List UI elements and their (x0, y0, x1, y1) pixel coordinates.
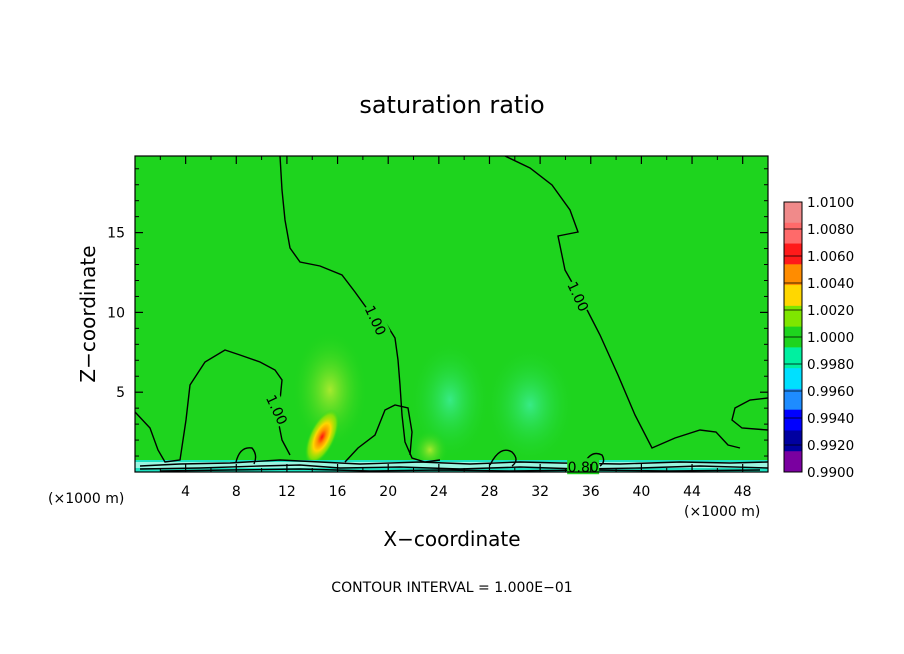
colorbar-label: 0.9900 (807, 465, 854, 481)
colorbar-label: 0.9960 (807, 384, 854, 400)
contour-line-5 (731, 397, 768, 431)
colorbar-swatch (784, 202, 802, 224)
x-tick-label: 36 (582, 484, 600, 500)
contour-label-bg (362, 302, 391, 338)
contour-interval-note: CONTOUR INTERVAL = 1.000E−01 (331, 580, 572, 596)
x-axis: 4 8 12 16 20 24 28 32 36 40 44 48 (159, 156, 752, 500)
y-axis-title: Z−coordinate (76, 245, 100, 382)
x-tick-label: 40 (632, 484, 650, 500)
colorbar-swatch (784, 430, 802, 452)
colorbar-label: 0.9940 (807, 411, 854, 427)
anomaly-hot (304, 409, 340, 465)
contour-label-bg (263, 391, 292, 428)
contour-label: 0.80 (567, 458, 600, 476)
chart-title: saturation ratio (359, 91, 544, 119)
anomaly-warm-1 (292, 330, 368, 450)
plot-frame (134, 155, 769, 473)
contour-line-4 (344, 404, 413, 463)
colorbar-swatch (784, 388, 802, 411)
colorbar: 1.0100 1.0080 1.0060 1.0040 1.0020 1.0000 0.99… (783, 195, 854, 481)
x-unit-label-right: (×1000 m) (684, 504, 760, 520)
colorbar-label: 1.0100 (807, 195, 854, 211)
surface-contour-c (159, 468, 761, 472)
contour-label-text: 0.80 (568, 460, 599, 476)
colorbar-swatch (784, 347, 802, 369)
colorbar-label: 1.0060 (807, 249, 854, 265)
colorbar-swatch (784, 409, 802, 431)
colorbar-label: 1.0020 (807, 303, 854, 319)
y-tick-label: 15 (107, 226, 125, 242)
contour-labels: 1.001.001.000.80 (262, 278, 600, 476)
colorbar-swatch (784, 243, 802, 265)
y-tick-label: 5 (116, 385, 125, 401)
x-tick-label: 32 (531, 484, 549, 500)
x-axis-title: X−coordinate (383, 527, 520, 551)
surface-contour-b (139, 464, 768, 470)
contour-line-2 (504, 156, 741, 449)
x-tick-label: 48 (734, 484, 752, 500)
colorbar-swatch (784, 264, 802, 286)
colorbar-swatch (784, 222, 802, 245)
anomaly-cool-2 (485, 345, 575, 465)
colorbar-swatch (784, 368, 802, 390)
surface-contour-a (139, 459, 768, 467)
x-tick-label: 8 (232, 484, 241, 500)
plot-area (135, 156, 768, 472)
x-tick-label: 12 (278, 484, 296, 500)
colorbar-swatch (784, 451, 802, 473)
x-tick-label: 20 (379, 484, 397, 500)
x-tick-label: 24 (430, 484, 448, 500)
contour-line-7 (235, 447, 257, 465)
x-tick-label: 16 (329, 484, 347, 500)
colorbar-label: 0.9980 (807, 357, 854, 373)
surface-band-light (135, 462, 768, 468)
x-tick-label: 44 (683, 484, 701, 500)
y-tick-label: 10 (107, 305, 125, 321)
colorbar-swatch (784, 305, 802, 328)
x-unit-label-left: (×1000 m) (48, 491, 124, 507)
colorbar-label: 1.0040 (807, 276, 854, 292)
x-tick-label: 28 (481, 484, 499, 500)
colorbar-label: 0.9920 (807, 438, 854, 454)
colorbar-swatch (784, 285, 802, 307)
x-tick-label: 4 (181, 484, 190, 500)
colorbar-label: 1.0080 (807, 222, 854, 238)
y-axis: 5 10 15 (107, 168, 768, 457)
contour-label-bg (564, 278, 594, 314)
colorbar-label: 1.0000 (807, 330, 854, 346)
